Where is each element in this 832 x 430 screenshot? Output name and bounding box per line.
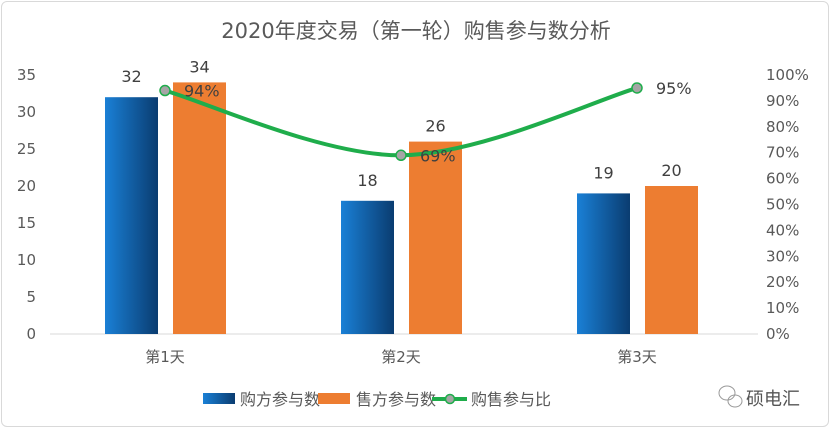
bar-data-label: 34 (189, 57, 209, 76)
legend-swatch-buyer (203, 393, 235, 404)
y-right-tick: 60% (766, 170, 799, 188)
y-right-tick: 0% (766, 325, 790, 343)
legend-label: 购方参与数 (240, 390, 320, 409)
ratio-data-label: 95% (656, 79, 692, 98)
y-right-tick: 30% (766, 247, 799, 265)
x-tick-label: 第2天 (381, 348, 421, 366)
x-tick-label: 第1天 (145, 348, 185, 366)
wechat-icon (718, 385, 743, 408)
bar-seller (173, 82, 226, 335)
legend-swatch-seller (318, 393, 350, 404)
y-left-tick: 5 (26, 288, 36, 306)
ratio-data-label: 94% (184, 82, 220, 101)
y-left-tick: 0 (26, 325, 36, 343)
y-left-tick: 30 (17, 103, 36, 121)
y-right-tick: 80% (766, 118, 799, 136)
bar-buyer (105, 97, 158, 334)
bar-buyer (341, 200, 394, 334)
bar-seller (645, 186, 698, 334)
bar-buyer (577, 193, 630, 334)
y-right-tick: 20% (766, 273, 799, 291)
watermark: 硕电汇 (718, 385, 800, 410)
x-tick-label: 第3天 (617, 348, 657, 366)
y-right-tick: 40% (766, 221, 799, 239)
legend-marker (444, 393, 456, 405)
y-right-tick: 50% (766, 196, 799, 214)
ratio-marker (631, 82, 643, 94)
ratio-data-label: 69% (420, 146, 456, 165)
bar-data-label: 20 (661, 161, 681, 180)
legend-label: 购售参与比 (471, 390, 551, 409)
bar-data-label: 26 (425, 117, 445, 136)
bar-data-label: 19 (593, 163, 613, 182)
y-right-tick: 90% (766, 92, 799, 110)
bar-data-label: 32 (121, 67, 141, 86)
ratio-line (164, 86, 638, 158)
legend-label: 售方参与数 (356, 390, 436, 409)
bar-data-label: 18 (357, 171, 377, 190)
chart-title: 2020年度交易（第一轮）购售参与数分析 (221, 19, 610, 43)
y-left-tick: 25 (17, 140, 36, 158)
ratio-marker (159, 84, 171, 97)
y-left-tick: 35 (17, 66, 36, 84)
y-right-tick: 100% (766, 66, 809, 84)
ratio-marker (395, 149, 407, 162)
y-right-tick: 10% (766, 299, 799, 317)
y-left-tick: 20 (17, 177, 36, 195)
watermark-text: 硕电汇 (746, 389, 800, 410)
y-left-tick: 10 (17, 251, 36, 269)
y-left-tick: 15 (17, 214, 36, 232)
y-right-tick: 70% (766, 144, 799, 162)
bar-seller (409, 141, 462, 334)
